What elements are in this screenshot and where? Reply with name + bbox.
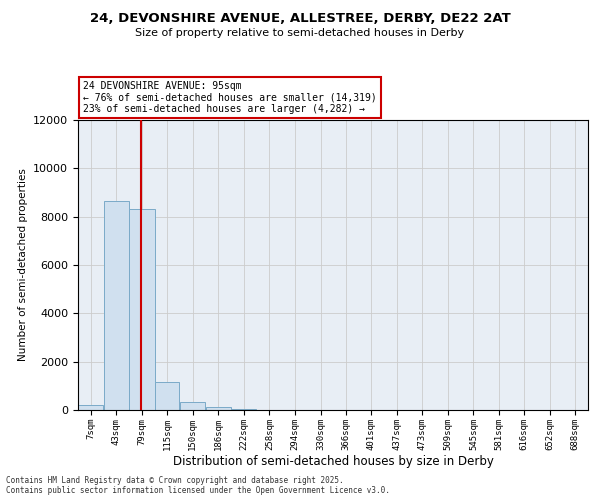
Text: Contains HM Land Registry data © Crown copyright and database right 2025.
Contai: Contains HM Land Registry data © Crown c…: [6, 476, 390, 495]
Text: 24 DEVONSHIRE AVENUE: 95sqm
← 76% of semi-detached houses are smaller (14,319)
2: 24 DEVONSHIRE AVENUE: 95sqm ← 76% of sem…: [83, 81, 377, 114]
Y-axis label: Number of semi-detached properties: Number of semi-detached properties: [17, 168, 28, 362]
Bar: [180, 402, 205, 410]
Bar: [206, 408, 230, 410]
X-axis label: Distribution of semi-detached houses by size in Derby: Distribution of semi-detached houses by …: [173, 456, 493, 468]
Text: Size of property relative to semi-detached houses in Derby: Size of property relative to semi-detach…: [136, 28, 464, 38]
Bar: [155, 382, 179, 410]
Text: 24, DEVONSHIRE AVENUE, ALLESTREE, DERBY, DE22 2AT: 24, DEVONSHIRE AVENUE, ALLESTREE, DERBY,…: [89, 12, 511, 26]
Bar: [78, 405, 103, 410]
Bar: [104, 201, 129, 410]
Bar: [130, 210, 155, 410]
